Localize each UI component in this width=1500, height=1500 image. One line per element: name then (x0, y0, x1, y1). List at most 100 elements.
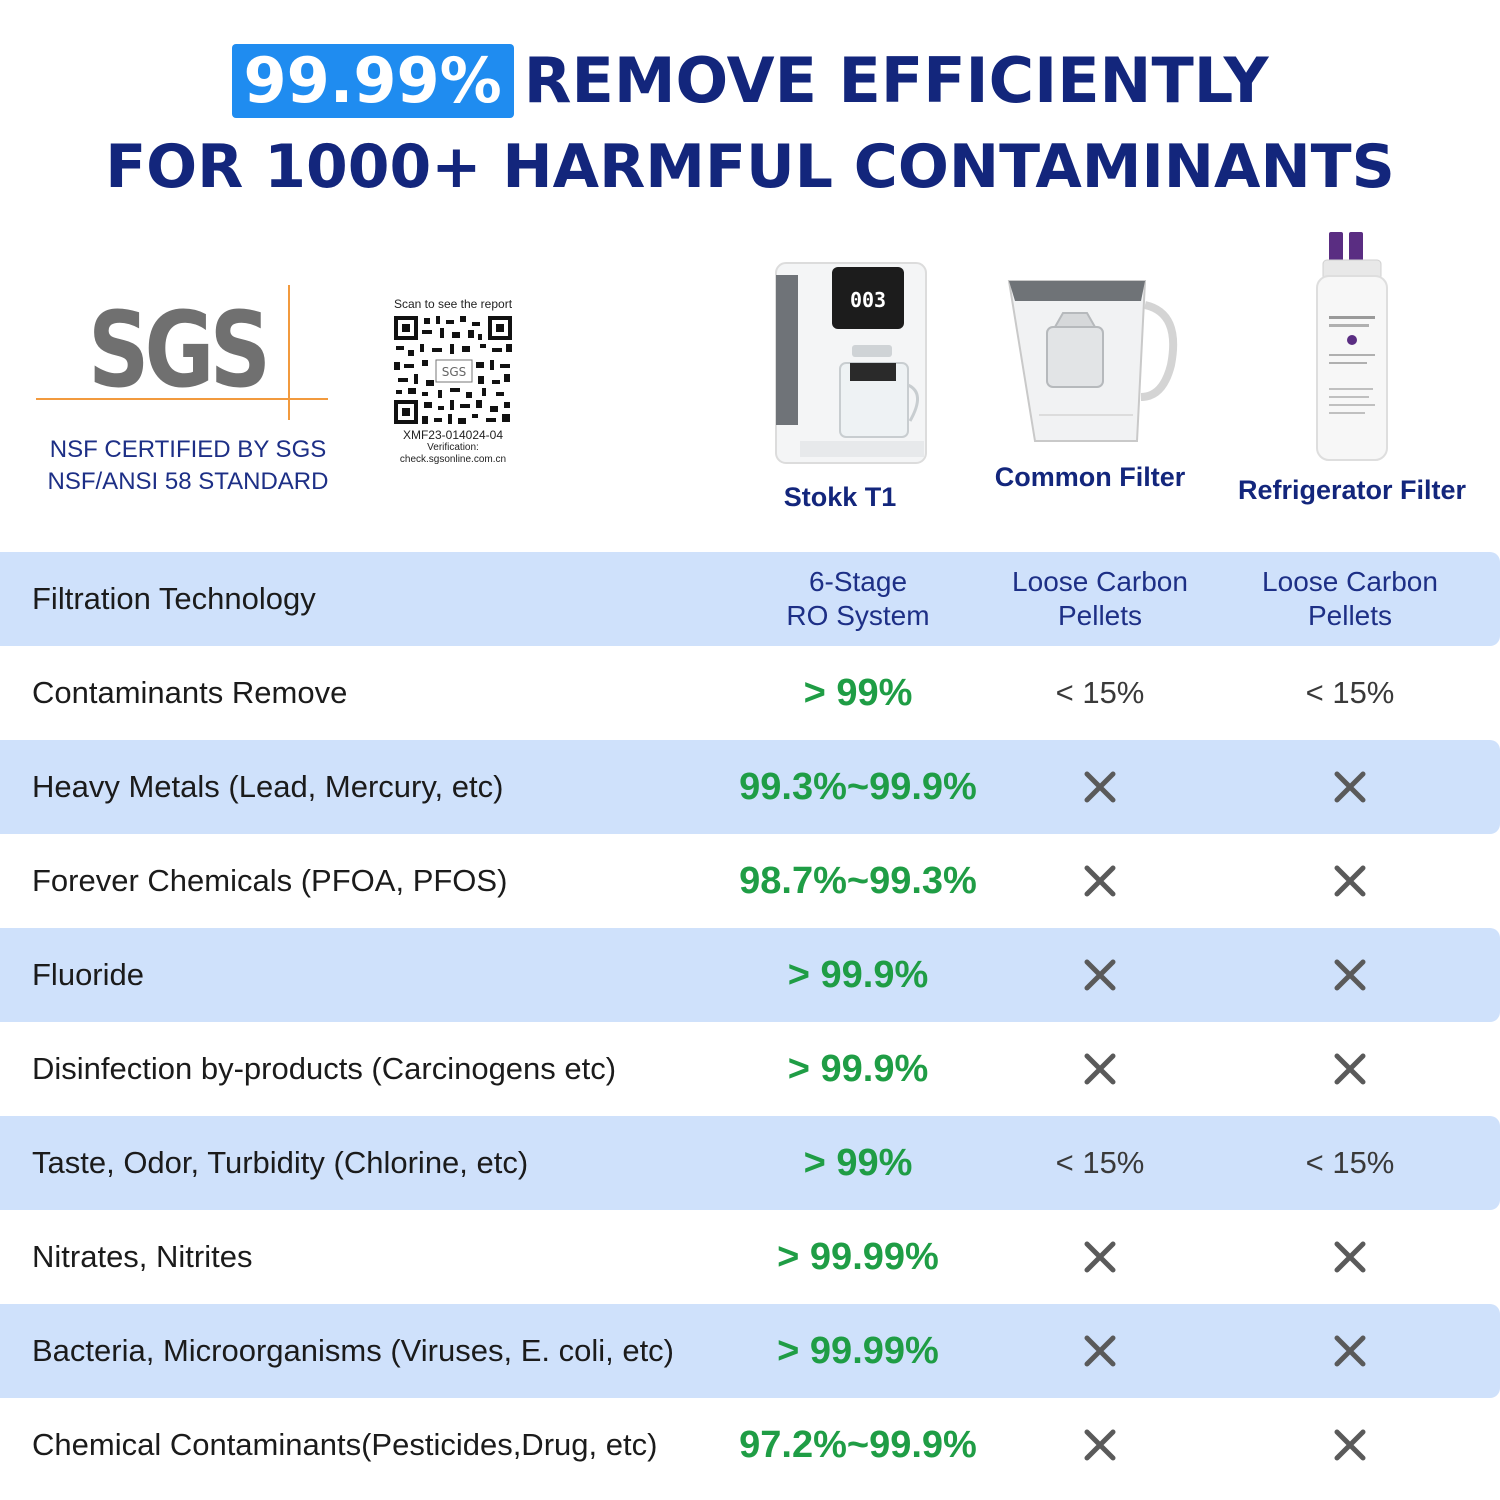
product-name-stokk: Stokk T1 (783, 482, 897, 512)
certification-line-1: NSF CERTIFIED BY SGS (49, 436, 327, 463)
stokk-value: > 99.99% (777, 1235, 939, 1278)
refrigerator-filter-value: Loose Carbon Pellets (1230, 552, 1470, 646)
qr-caption: Scan to see the report (393, 297, 513, 311)
dispenser-display-text: 003 (850, 288, 886, 312)
table-row-fluoride: Fluoride > 99.9% (0, 928, 1500, 1022)
certification-line-2: NSF/ANSI 58 STANDARD (47, 468, 329, 495)
certification-text: NSF CERTIFIED BY SGS NSF/ANSI 58 STANDAR… (20, 434, 356, 498)
headline: 99.99% REMOVE EFFICIENTLY FOR 1000+ HARMF… (0, 38, 1500, 210)
refrigerator-filter-value (1230, 834, 1470, 928)
product-name-common-filter: Common Filter (994, 462, 1186, 492)
row-label: Disinfection by-products (Carcinogens et… (32, 1051, 617, 1086)
stokk-value: 99.3%~99.9% (739, 765, 977, 808)
stokk-value: > 99.9% (787, 1047, 929, 1090)
sgs-logo: SGS (36, 285, 328, 420)
common-filter-value (980, 928, 1220, 1022)
verification-url[interactable]: check.sgsonline.com.cn (399, 454, 507, 465)
fridge-filter-percent: < 15% (1305, 1145, 1395, 1180)
row-label: Chemical Contaminants(Pesticides,Drug, e… (32, 1427, 658, 1462)
x-icon (1084, 865, 1116, 897)
x-icon (1084, 1429, 1116, 1461)
sgs-logo-horizontal-rule (36, 398, 328, 400)
row-label: Filtration Technology (32, 581, 316, 616)
x-icon (1334, 1429, 1366, 1461)
product-refrigerator-filter: Refrigerator Filter (1222, 228, 1482, 506)
common-filter-value (980, 740, 1220, 834)
qr-code-icon[interactable]: SGS (392, 314, 514, 426)
fridge-filter-percent: < 15% (1305, 675, 1395, 710)
common-filter-value (980, 1398, 1220, 1492)
table-row-nitrates-nitrites: Nitrates, Nitrites > 99.99% (0, 1210, 1500, 1304)
table-row-contaminants-remove: Contaminants Remove > 99% < 15% < 15% (0, 646, 1500, 740)
refrigerator-filter-value (1230, 1398, 1470, 1492)
product-name-refrigerator-filter: Refrigerator Filter (1237, 475, 1467, 505)
headline-line-1-text: REMOVE EFFICIENTLY (523, 44, 1269, 117)
table-row-heavy-metals: Heavy Metals (Lead, Mercury, etc) 99.3%~… (0, 740, 1500, 834)
sgs-logo-text: SGS (88, 289, 271, 411)
row-label: Bacteria, Microorganisms (Viruses, E. co… (32, 1333, 675, 1368)
row-label: Heavy Metals (Lead, Mercury, etc) (32, 769, 504, 804)
x-icon (1084, 1053, 1116, 1085)
x-icon (1334, 1335, 1366, 1367)
x-icon (1334, 1053, 1366, 1085)
stokk-value: > 99.99% (777, 1329, 939, 1372)
common-tech-line-2: Pellets (1057, 600, 1143, 631)
sgs-logo-vertical-rule (288, 285, 290, 420)
x-icon (1084, 771, 1116, 803)
product-common-filter: Common Filter (975, 265, 1205, 493)
row-label: Forever Chemicals (PFOA, PFOS) (32, 863, 508, 898)
table-row-chemical-contaminants: Chemical Contaminants(Pesticides,Drug, e… (0, 1398, 1500, 1492)
common-filter-value: Loose Carbon Pellets (980, 552, 1220, 646)
stokk-value: 6-Stage RO System (720, 552, 996, 646)
stokk-value: 97.2%~99.9% (739, 1423, 977, 1466)
qr-logo-text: SGS (442, 365, 467, 379)
x-icon (1084, 1241, 1116, 1273)
table-row-disinfection-by-products: Disinfection by-products (Carcinogens et… (0, 1022, 1500, 1116)
refrigerator-filter-value (1230, 1304, 1470, 1398)
refrigerator-filter-value: < 15% (1230, 646, 1470, 740)
stokk-value: 98.7%~99.3% (739, 859, 977, 902)
headline-line-2: FOR 1000+ HARMFUL CONTAMINANTS (105, 132, 1395, 202)
headline-line-1: 99.99% REMOVE EFFICIENTLY (0, 38, 1500, 124)
fridge-tech-line-1: Loose Carbon (1262, 566, 1438, 597)
common-tech-line-1: Loose Carbon (1012, 566, 1188, 597)
report-code: XMF23-014024-04 (402, 428, 504, 442)
percentage-badge: 99.99% (231, 44, 514, 118)
x-icon (1334, 1241, 1366, 1273)
refrigerator-filter-value (1230, 928, 1470, 1022)
stokk-value: > 99.9% (787, 953, 929, 996)
x-icon (1084, 1335, 1116, 1367)
qr-report-block: Scan to see the report SGS XMF23-014024-… (378, 297, 528, 466)
stokk-value: > 99% (803, 671, 913, 714)
common-filter-value (980, 1304, 1220, 1398)
row-label: Contaminants Remove (32, 675, 348, 710)
common-filter-value: < 15% (980, 1116, 1220, 1210)
refrigerator-filter-value (1230, 1210, 1470, 1304)
refrigerator-filter-value (1230, 740, 1470, 834)
fridge-tech-line-2: Pellets (1307, 600, 1393, 631)
fridge-filter-icon (1316, 232, 1388, 461)
water-dispenser-icon: 003 (775, 262, 927, 464)
x-icon (1334, 865, 1366, 897)
refrigerator-filter-value: < 15% (1230, 1116, 1470, 1210)
row-label: Nitrates, Nitrites (32, 1239, 253, 1274)
common-filter-percent: < 15% (1055, 675, 1145, 710)
row-label: Fluoride (32, 957, 144, 992)
table-row-taste-odor-turbidity: Taste, Odor, Turbidity (Chlorine, etc) >… (0, 1116, 1500, 1210)
common-filter-value (980, 1210, 1220, 1304)
common-filter-value (980, 1022, 1220, 1116)
x-icon (1334, 771, 1366, 803)
pitcher-filter-icon (1007, 280, 1178, 442)
x-icon (1334, 959, 1366, 991)
common-filter-value (980, 834, 1220, 928)
table-row-filtration-technology: Filtration Technology 6-Stage RO System L… (0, 552, 1500, 646)
verification-label: Verification: (427, 442, 479, 453)
x-icon (1084, 959, 1116, 991)
product-stokk-t1: 003 Stokk T1 (720, 245, 960, 513)
stokk-value: > 99% (803, 1141, 913, 1184)
common-filter-value: < 15% (980, 646, 1220, 740)
refrigerator-filter-value (1230, 1022, 1470, 1116)
table-row-bacteria-microorganisms: Bacteria, Microorganisms (Viruses, E. co… (0, 1304, 1500, 1398)
row-label: Taste, Odor, Turbidity (Chlorine, etc) (32, 1145, 529, 1180)
table-row-forever-chemicals: Forever Chemicals (PFOA, PFOS) 98.7%~99.… (0, 834, 1500, 928)
